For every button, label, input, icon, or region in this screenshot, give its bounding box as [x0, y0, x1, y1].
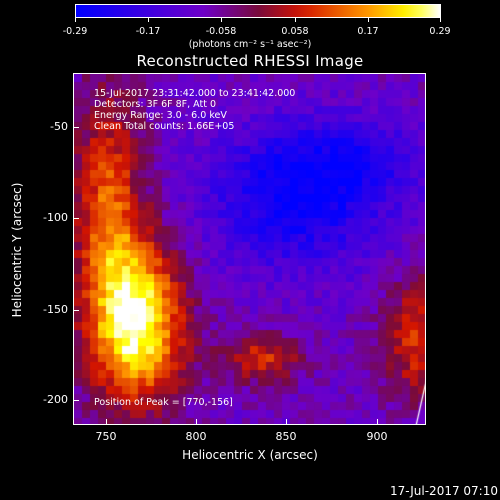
- footer-timestamp: 17-Jul-2017 07:10: [389, 484, 498, 498]
- peak-position: Position of Peak = [770,-156]: [94, 397, 233, 408]
- colorbar-tick-mark: [75, 18, 76, 22]
- colorbar-tick-label: -0.29: [62, 26, 88, 37]
- y-tick-label: -50: [50, 120, 68, 133]
- colorbar-tick-label: 0.058: [281, 26, 309, 37]
- x-tick-label: 800: [185, 430, 207, 443]
- colorbar-tick-label: 0.29: [429, 26, 451, 37]
- heatmap-plot: [73, 73, 426, 425]
- info-energy-range: Energy Range: 3.0 - 6.0 keV: [94, 110, 227, 121]
- x-tick-mark: [377, 419, 378, 425]
- colorbar-tick-mark: [440, 18, 441, 22]
- x-tick-label: 750: [95, 430, 117, 443]
- y-tick-mark: [73, 310, 79, 311]
- colorbar-tick-mark: [148, 18, 149, 22]
- colorbar-tick-label: -0.058: [205, 26, 237, 37]
- y-axis-label: Heliocentric Y (arcsec): [10, 182, 24, 318]
- colorbar: [75, 4, 441, 18]
- heatmap-image: [74, 74, 425, 424]
- y-tick-label: -100: [43, 211, 68, 224]
- info-detectors: Detectors: 3F 6F 8F, Att 0: [94, 99, 217, 110]
- colorbar-tick-mark: [221, 18, 222, 22]
- colorbar-units: (photons cm⁻² s⁻¹ asec⁻²): [188, 39, 312, 50]
- x-tick-mark: [106, 419, 107, 425]
- plot-title: Reconstructed RHESSI Image: [136, 52, 364, 70]
- info-total-counts: Clean Total counts: 1.66E+05: [94, 121, 235, 132]
- y-tick-label: -150: [43, 303, 68, 316]
- x-tick-label: 900: [366, 430, 388, 443]
- x-tick-mark: [286, 419, 287, 425]
- y-tick-mark: [73, 400, 79, 401]
- x-axis-label: Heliocentric X (arcsec): [182, 448, 318, 462]
- colorbar-tick-label: 0.17: [357, 26, 379, 37]
- y-tick-mark: [73, 127, 79, 128]
- info-time-range: 15-Jul-2017 23:31:42.000 to 23:41:42.000: [94, 88, 296, 99]
- y-tick-label: -200: [43, 393, 68, 406]
- colorbar-tick-mark: [295, 18, 296, 22]
- colorbar-tick-mark: [368, 18, 369, 22]
- colorbar-tick-label: -0.17: [135, 26, 161, 37]
- x-tick-mark: [196, 419, 197, 425]
- y-tick-mark: [73, 218, 79, 219]
- x-tick-label: 850: [275, 430, 297, 443]
